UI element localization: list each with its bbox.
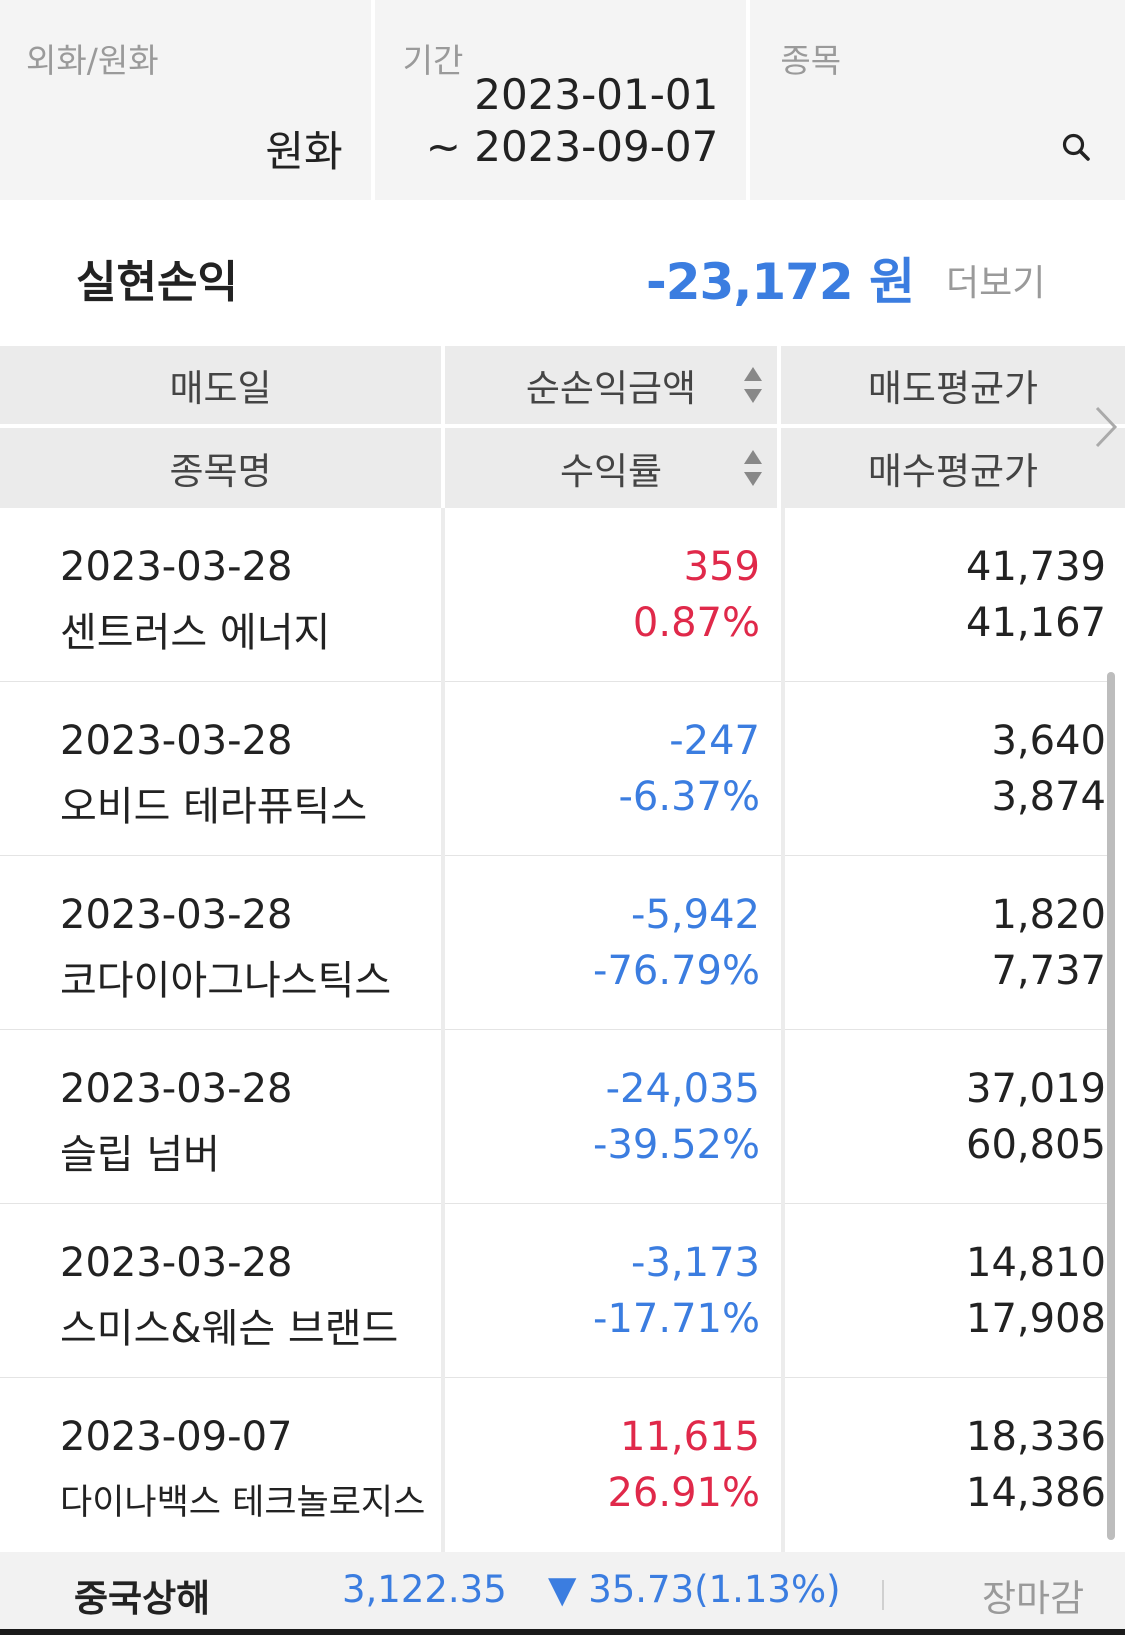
sell-avg-price: 37,019 [966,1066,1106,1112]
stock-filter-label: 종목 [780,41,842,80]
sell-date: 2023-03-28 [60,1240,293,1286]
header-net-pnl[interactable]: 순손익금액 [445,346,777,424]
header-sell-avg[interactable]: 매도평균가 [781,346,1125,424]
stock-name: 다이나백스 테크놀로지스 [60,1483,426,1523]
market-status: 장마감 [982,1577,1085,1620]
net-pnl: -5,942 [631,892,760,938]
period-end: ~ 2023-09-07 [425,122,719,171]
table-row[interactable]: 2023-03-28 오비드 테라퓨틱스 -247 -6.37% 3,640 3… [0,682,1110,856]
currency-filter[interactable]: 외화/원화 원화 [0,0,371,200]
header-sell-date[interactable]: 매도일 [0,346,441,424]
stock-filter[interactable]: 종목 [750,0,1125,200]
buy-avg-price: 60,805 [966,1122,1106,1168]
chevron-right-icon[interactable] [1093,404,1119,450]
sell-avg-price: 41,739 [966,544,1106,590]
more-button[interactable]: 더보기 [946,263,1046,304]
vertical-scrollbar[interactable] [1107,672,1115,1540]
header-net-pnl-label: 순손익금액 [525,367,697,410]
return-rate: -17.71% [593,1296,760,1342]
return-rate: -6.37% [618,774,760,820]
summary-value: -23,172 원 [646,253,915,311]
period-start: 2023-01-01 [474,70,719,119]
filter-bar: 외화/원화 원화 기간 2023-01-01 ~ 2023-09-07 종목 [0,0,1125,200]
net-pnl: 359 [683,544,760,590]
stock-name: 오비드 테라퓨틱스 [60,784,368,830]
table-row[interactable]: 2023-03-28 센트러스 에너지 359 0.87% 41,739 41,… [0,508,1110,682]
header-buy-avg[interactable]: 매수평균가 [781,428,1125,508]
return-rate: 26.91% [607,1470,760,1516]
table-header: 매도일 순손익금액 매도평균가 종목명 수익률 매수평균가 [0,346,1125,508]
header-return-rate[interactable]: 수익률 [445,428,777,508]
header-sell-avg-label: 매도평균가 [867,367,1039,410]
stock-name: 스미스&웨슨 브랜드 [60,1306,399,1352]
stock-name: 센트러스 에너지 [60,610,331,656]
search-icon[interactable] [1061,132,1091,162]
index-name: 중국상해 [74,1577,211,1620]
net-pnl: 11,615 [620,1414,760,1460]
header-stock-name[interactable]: 종목명 [0,428,441,508]
ticker-divider [882,1580,884,1610]
sell-date: 2023-03-28 [60,544,293,590]
sell-date: 2023-03-28 [60,718,293,764]
buy-avg-price: 14,386 [966,1470,1106,1516]
stock-name: 코다이아그나스틱스 [60,958,392,1004]
sell-avg-price: 18,336 [966,1414,1106,1460]
return-rate: -76.79% [593,948,760,994]
buy-avg-price: 41,167 [966,600,1106,646]
table-row[interactable]: 2023-03-28 슬립 넘버 -24,035 -39.52% 37,019 … [0,1030,1110,1204]
market-ticker[interactable]: 중국상해 3,122.35 ▼ 35.73(1.13%) 장마감 [0,1552,1125,1635]
sell-avg-price: 14,810 [966,1240,1106,1286]
table-row[interactable]: 2023-03-28 코다이아그나스틱스 -5,942 -76.79% 1,82… [0,856,1110,1030]
realized-pnl-summary: 실현손익 -23,172 원 더보기 [0,200,1125,346]
net-pnl: -24,035 [605,1066,760,1112]
net-pnl: -3,173 [631,1240,760,1286]
buy-avg-price: 3,874 [991,774,1106,820]
net-pnl: -247 [669,718,760,764]
sell-avg-price: 3,640 [991,718,1106,764]
table-row[interactable]: 2023-09-07 다이나백스 테크놀로지스 11,615 26.91% 18… [0,1378,1110,1552]
sell-avg-price: 1,820 [991,892,1106,938]
pnl-table-body: 2023-03-28 센트러스 에너지 359 0.87% 41,739 41,… [0,508,1125,1552]
summary-title: 실현손익 [76,257,238,308]
index-price: 3,122.35 [342,1568,507,1611]
currency-filter-value: 원화 [265,127,343,176]
return-rate: 0.87% [632,600,760,646]
return-rate: -39.52% [593,1122,760,1168]
sort-icon[interactable] [742,365,764,405]
buy-avg-price: 7,737 [991,948,1106,994]
column-divider [781,508,785,1552]
sell-date: 2023-03-28 [60,892,293,938]
bottom-bar [0,1629,1125,1635]
sort-icon[interactable] [742,448,764,488]
period-filter-label: 기간 [402,41,464,80]
column-divider [441,508,445,1552]
header-stock-name-label: 종목명 [169,450,272,493]
header-buy-avg-label: 매수평균가 [867,450,1039,493]
period-filter[interactable]: 기간 2023-01-01 ~ 2023-09-07 [374,0,747,200]
stock-name: 슬립 넘버 [60,1132,220,1178]
table-row[interactable]: 2023-03-28 스미스&웨슨 브랜드 -3,173 -17.71% 14,… [0,1204,1110,1378]
buy-avg-price: 17,908 [966,1296,1106,1342]
sell-date: 2023-09-07 [60,1414,293,1460]
currency-filter-label: 외화/원화 [26,41,159,80]
header-sell-date-label: 매도일 [169,367,272,410]
sell-date: 2023-03-28 [60,1066,293,1112]
header-return-rate-label: 수익률 [559,450,663,493]
index-change: ▼ 35.73(1.13%) [548,1568,841,1611]
